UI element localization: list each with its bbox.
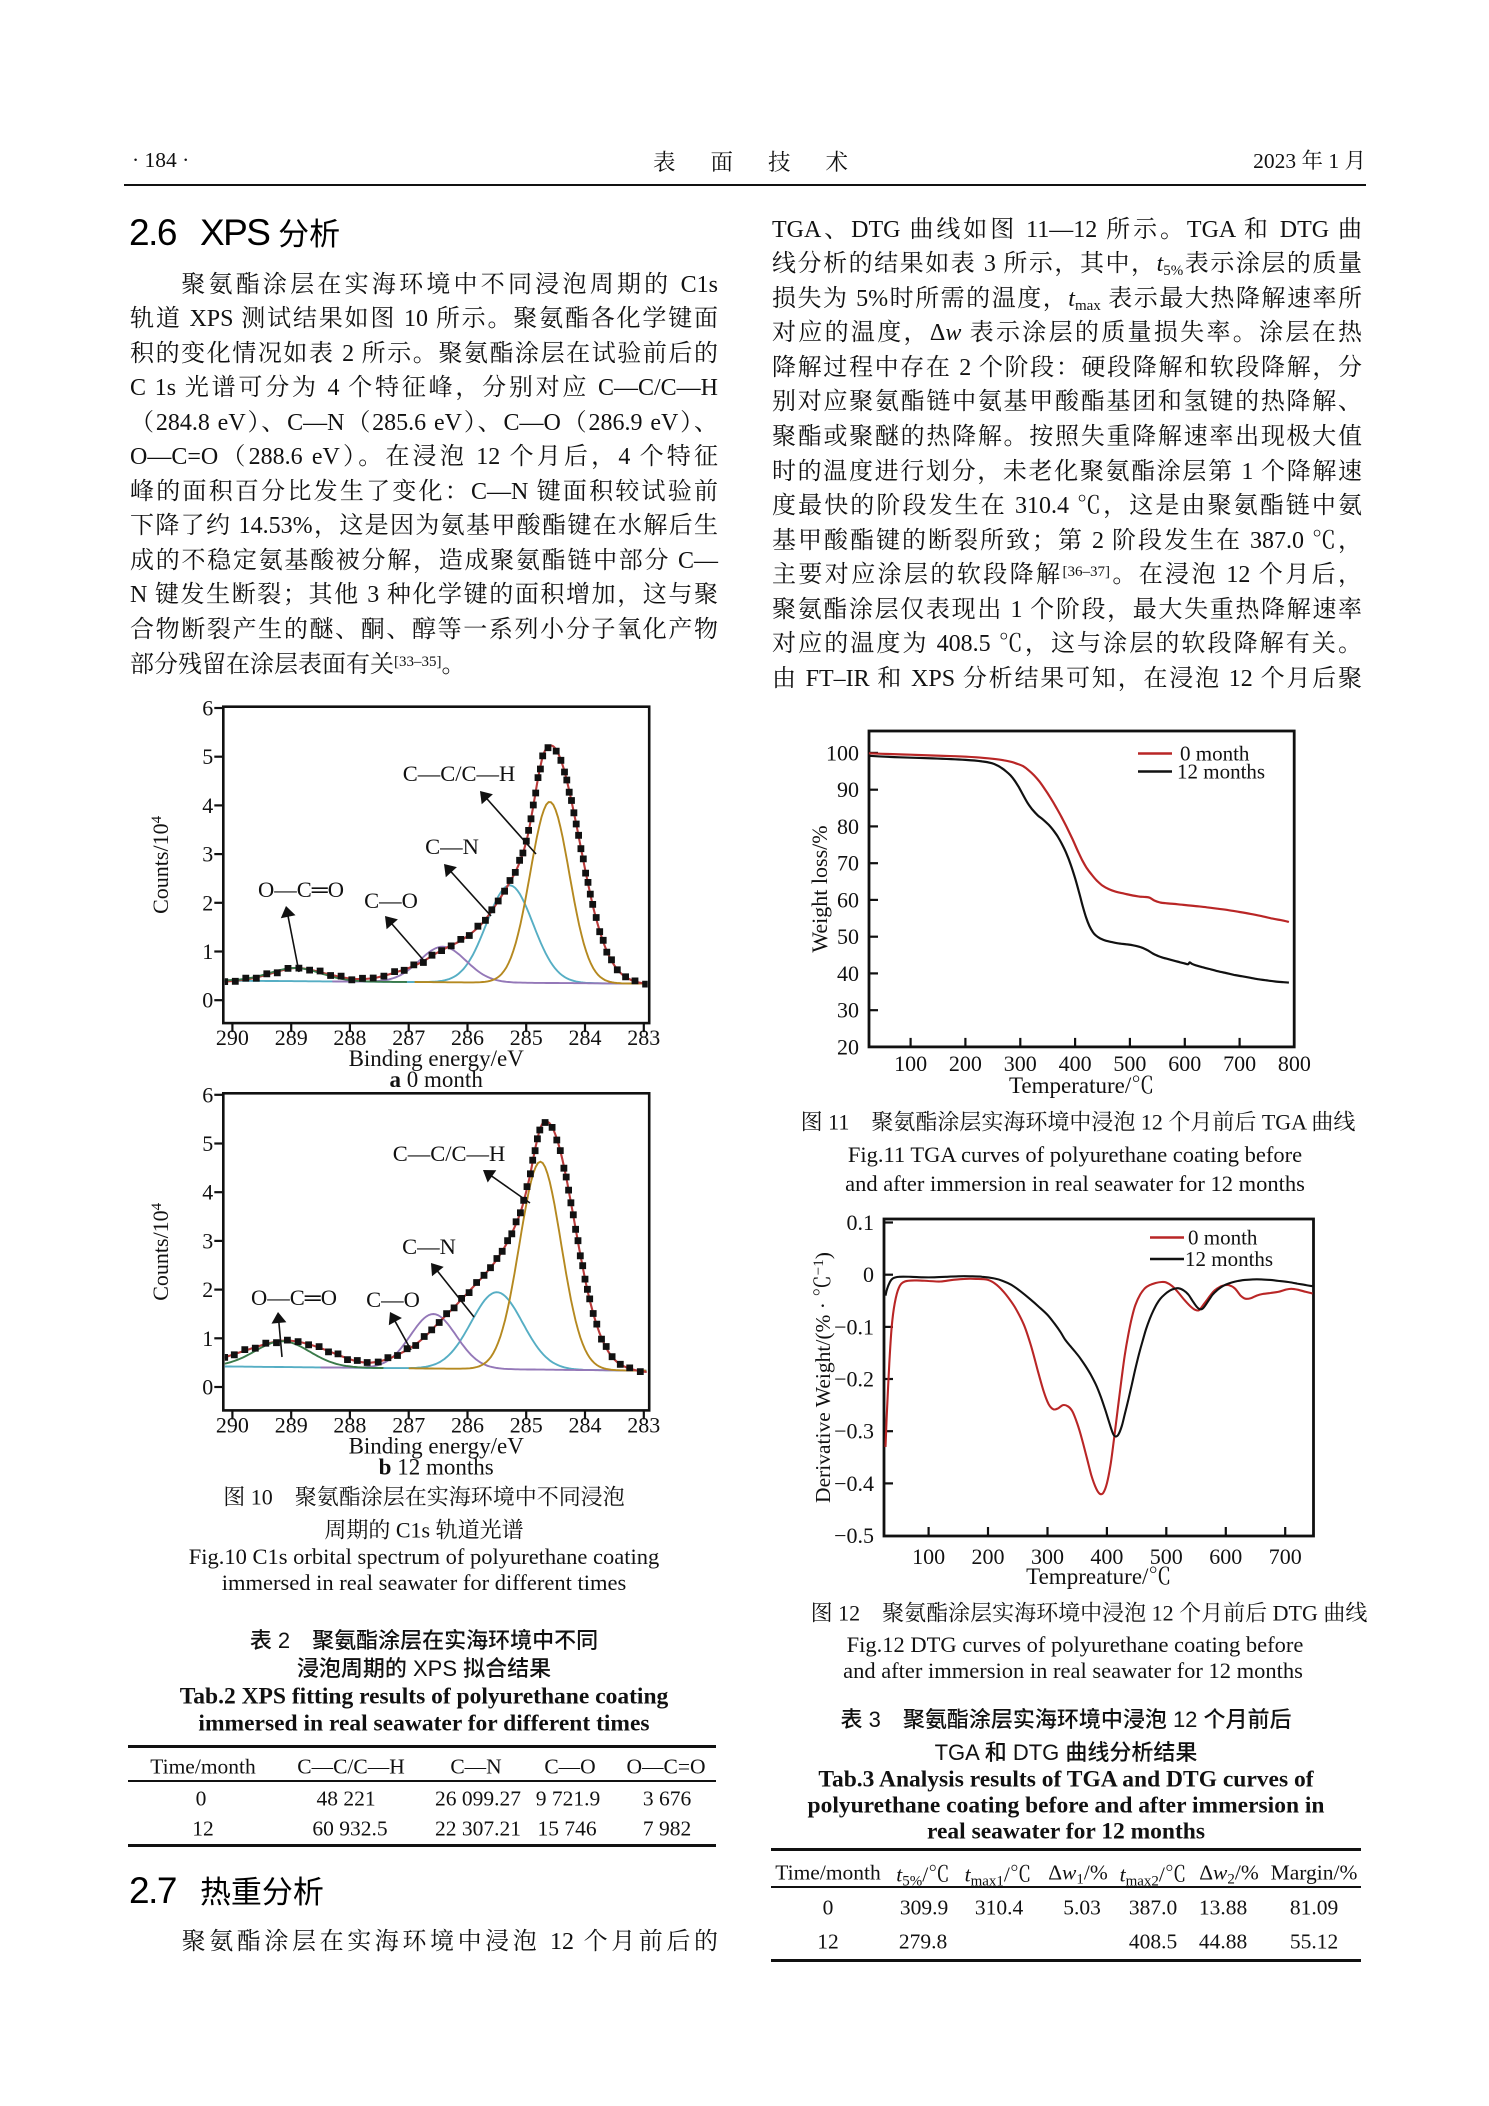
- svg-text:70: 70: [837, 851, 859, 876]
- svg-text:300: 300: [1004, 1051, 1037, 1076]
- svg-text:200: 200: [972, 1544, 1005, 1569]
- svg-text:2: 2: [202, 890, 213, 915]
- svg-text:40: 40: [837, 961, 859, 986]
- svg-text:3: 3: [202, 842, 213, 867]
- svg-text:700: 700: [1269, 1544, 1302, 1569]
- svg-text:600: 600: [1168, 1051, 1201, 1076]
- svg-text:285: 285: [510, 1412, 543, 1437]
- svg-text:Tempreature/℃: Tempreature/℃: [1026, 1564, 1171, 1589]
- svg-text:400: 400: [1090, 1544, 1123, 1569]
- svg-text:500: 500: [1113, 1051, 1146, 1076]
- svg-text:12 months: 12 months: [1177, 760, 1265, 784]
- svg-text:4: 4: [202, 793, 213, 818]
- svg-text:O—C═O: O—C═O: [251, 1285, 337, 1310]
- svg-text:400: 400: [1059, 1051, 1092, 1076]
- svg-text:287: 287: [392, 1025, 425, 1050]
- svg-text:0: 0: [863, 1262, 874, 1287]
- svg-text:100: 100: [894, 1051, 927, 1076]
- svg-text:Derivative Weight/(% · ℃−1): Derivative Weight/(% · ℃−1): [811, 1252, 835, 1503]
- svg-text:289: 289: [275, 1412, 308, 1437]
- svg-text:C—C/C—H: C—C/C—H: [403, 761, 516, 786]
- svg-text:2: 2: [202, 1277, 213, 1302]
- svg-text:289: 289: [275, 1025, 308, 1050]
- svg-text:5: 5: [202, 1131, 213, 1156]
- svg-text:4: 4: [202, 1180, 213, 1205]
- svg-text:C—C/C—H: C—C/C—H: [393, 1141, 506, 1166]
- svg-text:Counts/104: Counts/104: [148, 815, 173, 913]
- svg-text:300: 300: [1031, 1544, 1064, 1569]
- svg-text:0: 0: [202, 1375, 213, 1400]
- svg-text:20: 20: [837, 1034, 859, 1059]
- svg-text:90: 90: [837, 777, 859, 802]
- svg-text:80: 80: [837, 814, 859, 839]
- svg-text:700: 700: [1223, 1051, 1256, 1076]
- svg-text:0 month: 0 month: [1188, 1226, 1258, 1250]
- svg-text:Counts/104: Counts/104: [148, 1202, 173, 1300]
- svg-text:600: 600: [1209, 1544, 1242, 1569]
- svg-text:283: 283: [627, 1412, 660, 1437]
- svg-text:−0.5: −0.5: [834, 1523, 874, 1548]
- svg-text:100: 100: [826, 740, 859, 765]
- svg-text:b 12 months: b 12 months: [379, 1454, 494, 1479]
- svg-text:5: 5: [202, 744, 213, 769]
- svg-text:290: 290: [216, 1412, 249, 1437]
- svg-text:C—O: C—O: [366, 1287, 420, 1312]
- svg-text:286: 286: [451, 1025, 484, 1050]
- svg-text:286: 286: [451, 1412, 484, 1437]
- svg-text:200: 200: [949, 1051, 982, 1076]
- svg-text:100: 100: [912, 1544, 945, 1569]
- svg-text:C—O: C—O: [364, 888, 418, 913]
- svg-text:O—C═O: O—C═O: [258, 877, 344, 902]
- svg-text:60: 60: [837, 887, 859, 912]
- svg-text:1: 1: [202, 939, 213, 964]
- svg-text:Binding energy/eV: Binding energy/eV: [349, 1046, 525, 1071]
- svg-text:C—N: C—N: [402, 1234, 456, 1259]
- svg-text:−0.1: −0.1: [834, 1314, 874, 1339]
- svg-text:285: 285: [510, 1025, 543, 1050]
- svg-text:287: 287: [392, 1412, 425, 1437]
- svg-text:500: 500: [1150, 1544, 1183, 1569]
- svg-text:a 0 month: a 0 month: [390, 1067, 484, 1092]
- svg-text:C—N: C—N: [425, 834, 479, 859]
- svg-text:−0.4: −0.4: [834, 1471, 874, 1496]
- svg-text:290: 290: [216, 1025, 249, 1050]
- svg-text:6: 6: [202, 1082, 213, 1107]
- svg-text:284: 284: [569, 1025, 602, 1050]
- svg-text:288: 288: [333, 1412, 366, 1437]
- svg-text:0: 0: [202, 988, 213, 1013]
- svg-text:1: 1: [202, 1326, 213, 1351]
- svg-text:30: 30: [837, 998, 859, 1023]
- svg-text:288: 288: [333, 1025, 366, 1050]
- svg-text:800: 800: [1278, 1051, 1311, 1076]
- svg-text:−0.2: −0.2: [834, 1367, 874, 1392]
- svg-text:Weight loss/%: Weight loss/%: [807, 825, 832, 952]
- svg-text:6: 6: [202, 696, 213, 721]
- svg-text:Temperature/℃: Temperature/℃: [1009, 1073, 1154, 1098]
- svg-text:0 month: 0 month: [1180, 742, 1250, 766]
- svg-text:Binding energy/eV: Binding energy/eV: [349, 1433, 525, 1458]
- svg-text:0.1: 0.1: [847, 1210, 875, 1235]
- svg-text:3: 3: [202, 1228, 213, 1253]
- svg-text:50: 50: [837, 924, 859, 949]
- svg-text:−0.3: −0.3: [834, 1419, 874, 1444]
- svg-text:12 months: 12 months: [1185, 1247, 1273, 1271]
- svg-text:283: 283: [627, 1025, 660, 1050]
- svg-text:284: 284: [569, 1412, 602, 1437]
